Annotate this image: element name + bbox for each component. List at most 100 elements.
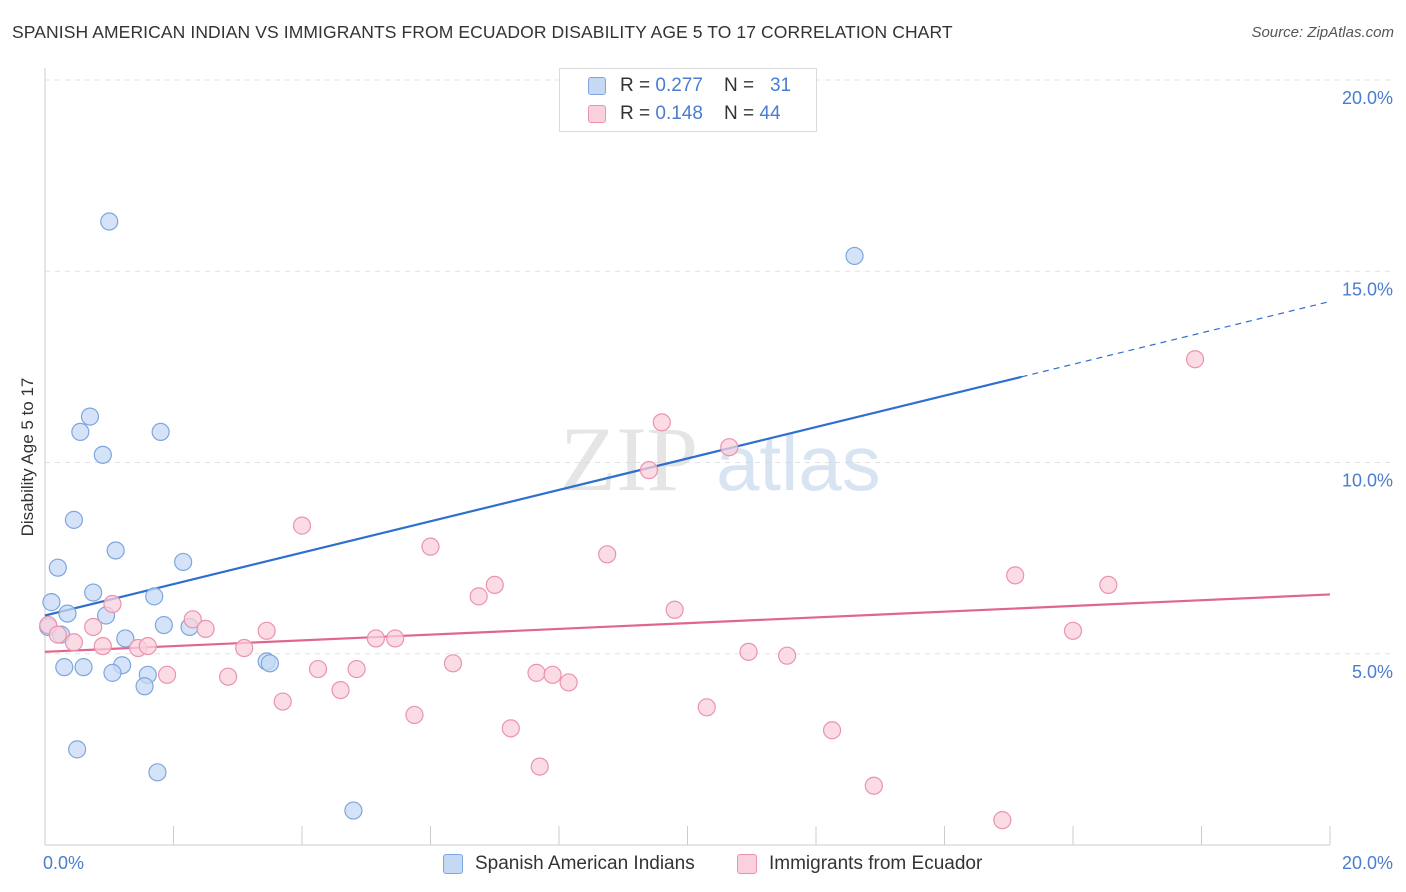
data-point-pink — [196, 619, 215, 638]
data-point-pink — [652, 413, 671, 432]
data-point-blue — [151, 422, 170, 441]
tick-labels: 5.0% 10.0% 15.0% 20.0% 0.0% 20.0% — [43, 88, 1393, 873]
watermark: ZIP atlas — [560, 408, 881, 510]
data-point-blue — [174, 552, 193, 572]
data-point-pink — [697, 698, 716, 717]
data-point-pink — [366, 629, 385, 648]
y-tick-label: 15.0% — [1342, 279, 1393, 299]
data-point-blue — [68, 740, 87, 759]
data-point-pink — [48, 625, 67, 644]
axes — [44, 68, 1331, 846]
r-value: 0.148 — [655, 103, 703, 124]
data-point-pink — [64, 633, 84, 652]
data-point-pink — [138, 636, 157, 656]
data-point-blue — [100, 212, 119, 231]
y-tick-label: 20.0% — [1342, 88, 1393, 108]
data-point-blue — [55, 658, 74, 677]
data-point-pink — [308, 659, 328, 679]
data-point-pink — [93, 636, 112, 656]
data-point-pink — [257, 621, 276, 640]
data-point-pink — [598, 545, 617, 564]
data-point-pink — [501, 719, 520, 738]
n-value: 31 — [769, 75, 792, 96]
data-point-blue — [145, 587, 164, 606]
y-axis-label: Disability Age 5 to 17 — [18, 378, 37, 537]
blue-swatch — [443, 854, 463, 874]
r-label: R = — [620, 75, 656, 96]
data-point-pink — [559, 673, 578, 692]
data-point-pink — [273, 692, 292, 711]
watermark-zip: ZIP — [560, 408, 698, 510]
data-point-blue — [103, 663, 122, 682]
watermark-atlas: atlas — [716, 419, 881, 507]
data-point-blue — [148, 763, 167, 782]
data-point-pink — [347, 659, 366, 679]
data-point-pink — [84, 617, 103, 637]
legend-label: Spanish American Indians — [475, 853, 695, 874]
data-point-pink — [739, 642, 758, 661]
trend-line-spanish-american-indians-extension — [1021, 300, 1331, 378]
data-point-pink — [1099, 575, 1118, 595]
data-point-pink — [527, 663, 546, 682]
data-point-pink — [543, 665, 562, 684]
data-point-blue — [80, 407, 100, 426]
data-point-pink — [993, 811, 1012, 830]
data-point-blue — [93, 445, 112, 464]
r-label: R = — [620, 103, 656, 124]
data-point-blue — [74, 658, 93, 677]
data-point-pink — [103, 594, 122, 614]
data-point-pink — [864, 776, 883, 795]
data-point-blue — [260, 654, 279, 673]
data-point-pink — [183, 610, 202, 629]
data-point-blue — [84, 583, 103, 602]
data-point-pink — [157, 665, 177, 684]
legend-label: Immigrants from Ecuador — [769, 853, 983, 874]
data-point-pink — [485, 575, 504, 595]
data-point-pink — [1006, 566, 1025, 585]
data-point-blue — [845, 246, 864, 266]
correlation-legend: R = 0.277 N = 31 R = 0.148 N = 44 — [559, 68, 817, 132]
data-point-pink — [639, 461, 659, 480]
source-label: Source: ZipAtlas.com — [1251, 24, 1394, 41]
trend-lines — [44, 300, 1331, 653]
data-point-blue — [135, 677, 154, 696]
data-point-pink — [443, 654, 463, 673]
data-point-pink — [421, 537, 440, 556]
data-point-pink — [1063, 621, 1083, 640]
data-points — [39, 212, 1205, 830]
data-point-pink — [235, 638, 254, 658]
data-point-blue — [58, 604, 77, 623]
data-point-pink — [405, 705, 424, 725]
chart-title: SPANISH AMERICAN INDIAN VS IMMIGRANTS FR… — [12, 22, 953, 42]
data-point-blue — [106, 541, 125, 560]
pink-swatch — [737, 854, 757, 874]
n-label: N = — [724, 103, 760, 124]
y-tick-label: 5.0% — [1352, 662, 1393, 682]
data-point-blue — [344, 801, 363, 820]
trend-line-spanish-american-indians — [44, 375, 1022, 617]
data-point-pink — [822, 721, 842, 740]
n-value: 44 — [759, 103, 781, 124]
data-point-pink — [219, 667, 238, 686]
data-point-pink — [665, 600, 684, 619]
data-point-blue — [64, 510, 84, 529]
data-point-pink — [777, 646, 797, 665]
n-label: N = — [724, 75, 760, 96]
data-point-pink — [469, 587, 488, 606]
data-point-pink — [331, 680, 350, 700]
data-point-pink — [720, 438, 739, 457]
data-point-pink — [1185, 350, 1205, 369]
data-point-pink — [292, 516, 312, 535]
series-legend: Spanish American Indians Immigrants from… — [0, 851, 1406, 879]
r-value: 0.277 — [655, 75, 703, 96]
data-point-blue — [48, 558, 67, 577]
y-tick-label: 10.0% — [1342, 471, 1393, 491]
data-point-pink — [386, 629, 405, 648]
data-point-blue — [42, 593, 61, 612]
data-point-blue — [154, 615, 173, 635]
blue-swatch — [588, 77, 606, 95]
trend-line-immigrants-from-ecuador — [44, 593, 1331, 653]
x-tick-label: 0.0% — [43, 853, 84, 873]
data-point-pink — [530, 757, 549, 776]
